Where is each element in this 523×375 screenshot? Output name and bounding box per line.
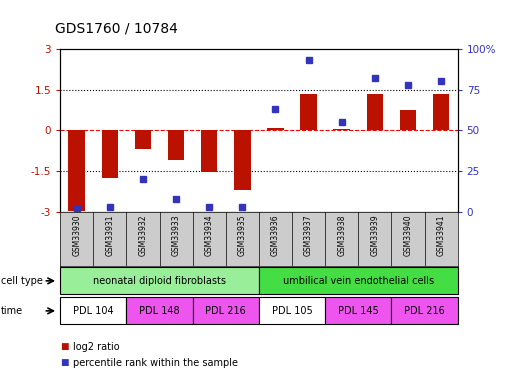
Text: GSM33940: GSM33940: [403, 214, 413, 256]
Text: GSM33932: GSM33932: [139, 214, 147, 256]
Bar: [259, 267, 458, 294]
Bar: [367, 94, 383, 130]
Bar: [334, 129, 350, 130]
Text: GSM33930: GSM33930: [72, 214, 81, 256]
Text: GSM33939: GSM33939: [370, 214, 379, 256]
Bar: [300, 94, 317, 130]
Text: PDL 148: PDL 148: [139, 306, 180, 316]
Bar: [127, 297, 192, 324]
Text: umbilical vein endothelial cells: umbilical vein endothelial cells: [283, 276, 434, 286]
Text: GSM33933: GSM33933: [172, 214, 180, 256]
Bar: [400, 110, 416, 130]
Text: PDL 216: PDL 216: [404, 306, 445, 316]
Text: PDL 104: PDL 104: [73, 306, 113, 316]
Bar: [168, 130, 185, 160]
Text: GSM33934: GSM33934: [204, 214, 214, 256]
Bar: [267, 128, 283, 130]
Bar: [201, 130, 218, 172]
Text: PDL 145: PDL 145: [338, 306, 379, 316]
Text: PDL 105: PDL 105: [271, 306, 312, 316]
Text: PDL 216: PDL 216: [206, 306, 246, 316]
Bar: [60, 267, 259, 294]
Text: ■: ■: [60, 342, 69, 351]
Bar: [325, 297, 391, 324]
Text: GSM33941: GSM33941: [437, 214, 446, 256]
Text: GSM33937: GSM33937: [304, 214, 313, 256]
Text: ■: ■: [60, 358, 69, 367]
Text: time: time: [1, 306, 23, 316]
Bar: [69, 130, 85, 210]
Text: GDS1760 / 10784: GDS1760 / 10784: [55, 21, 178, 35]
Bar: [433, 94, 449, 130]
Text: log2 ratio: log2 ratio: [73, 342, 120, 352]
Text: neonatal diploid fibroblasts: neonatal diploid fibroblasts: [93, 276, 226, 286]
Bar: [259, 297, 325, 324]
Bar: [101, 130, 118, 178]
Bar: [135, 130, 151, 149]
Text: GSM33931: GSM33931: [105, 214, 115, 256]
Text: GSM33938: GSM33938: [337, 214, 346, 256]
Text: GSM33935: GSM33935: [238, 214, 247, 256]
Text: cell type: cell type: [1, 276, 43, 286]
Text: percentile rank within the sample: percentile rank within the sample: [73, 358, 238, 368]
Bar: [192, 297, 259, 324]
Bar: [234, 130, 251, 190]
Text: GSM33936: GSM33936: [271, 214, 280, 256]
Bar: [391, 297, 458, 324]
Bar: [60, 297, 127, 324]
